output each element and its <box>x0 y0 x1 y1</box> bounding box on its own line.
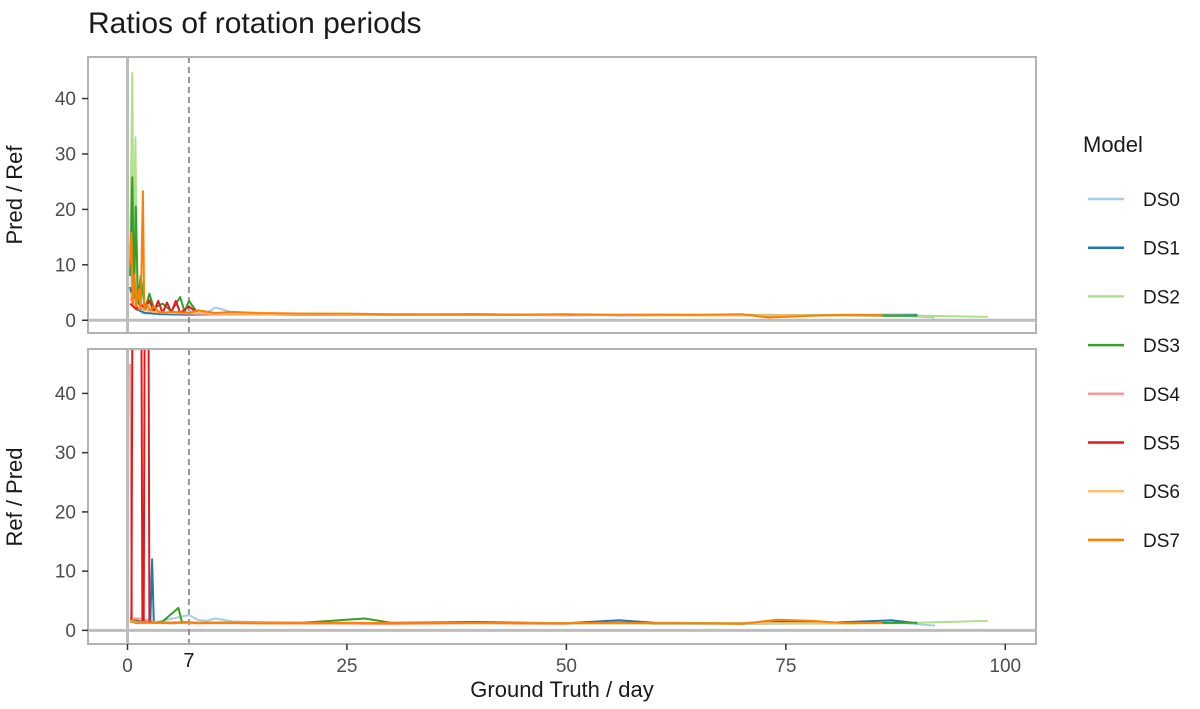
y-tick-label-top: 40 <box>55 89 76 110</box>
series-line-ds0-top <box>129 242 936 319</box>
y-tick-label-bottom: 0 <box>65 621 76 642</box>
x-axis: 0 25 50 75 100 7 <box>122 644 1021 677</box>
y-tick-label-top: 0 <box>65 311 76 332</box>
x-tick-label: 75 <box>775 656 796 677</box>
legend-label-ds6: DS6 <box>1143 482 1180 503</box>
y-axis-title-top: Pred / Ref <box>2 145 27 245</box>
y-tick-label-top: 20 <box>55 200 76 221</box>
y-axis-title-bottom: Ref / Pred <box>2 447 27 546</box>
legend-label-ds1: DS1 <box>1143 239 1180 260</box>
y-tick-label-bottom: 20 <box>55 502 76 523</box>
legend-label-ds4: DS4 <box>1143 385 1180 406</box>
x-tick-label: 100 <box>989 656 1021 677</box>
legend: Model DS0 DS1 DS2 DS3 DS4 DS5 DS6 DS7 <box>1083 132 1180 552</box>
y-axis-top: 0 10 20 30 40 <box>55 89 88 332</box>
series-line-ds7-bottom <box>129 618 883 625</box>
plot-area-bottom <box>88 349 1036 644</box>
reference-line-label: 7 <box>183 650 194 672</box>
series-line-ds7-top <box>129 190 883 319</box>
legend-label-ds7: DS7 <box>1143 531 1180 552</box>
y-tick-label-bottom: 40 <box>55 384 76 405</box>
series-line-ds2-top <box>129 72 988 318</box>
legend-label-ds5: DS5 <box>1143 434 1180 455</box>
series-line-ds4-bottom <box>129 363 567 625</box>
panel-frame-bottom <box>87 348 1037 645</box>
panel-frame-top <box>87 56 1037 334</box>
y-tick-label-bottom: 30 <box>55 443 76 464</box>
legend-label-ds3: DS3 <box>1143 336 1180 357</box>
panel-pred-over-ref <box>87 56 1037 334</box>
panel-ref-over-pred <box>87 348 1037 645</box>
plot-area-top <box>88 57 1036 333</box>
legend-title: Model <box>1083 132 1143 157</box>
y-axis-bottom: 0 10 20 30 40 <box>55 384 88 642</box>
y-tick-label-top: 30 <box>55 144 76 165</box>
x-tick-label: 25 <box>336 656 357 677</box>
x-axis-title: Ground Truth / day <box>470 677 653 702</box>
series-line-ds3-top <box>129 176 918 317</box>
y-tick-label-bottom: 10 <box>55 562 76 583</box>
y-tick-label-top: 10 <box>55 255 76 276</box>
chart-title: Ratios of rotation periods <box>88 7 422 40</box>
x-tick-label: 0 <box>122 656 133 677</box>
legend-label-ds0: DS0 <box>1143 190 1180 211</box>
x-tick-label: 50 <box>556 656 577 677</box>
legend-label-ds2: DS2 <box>1143 287 1180 308</box>
series-line-ds1-bottom <box>129 558 918 625</box>
series-line-ds1-top <box>129 286 918 317</box>
